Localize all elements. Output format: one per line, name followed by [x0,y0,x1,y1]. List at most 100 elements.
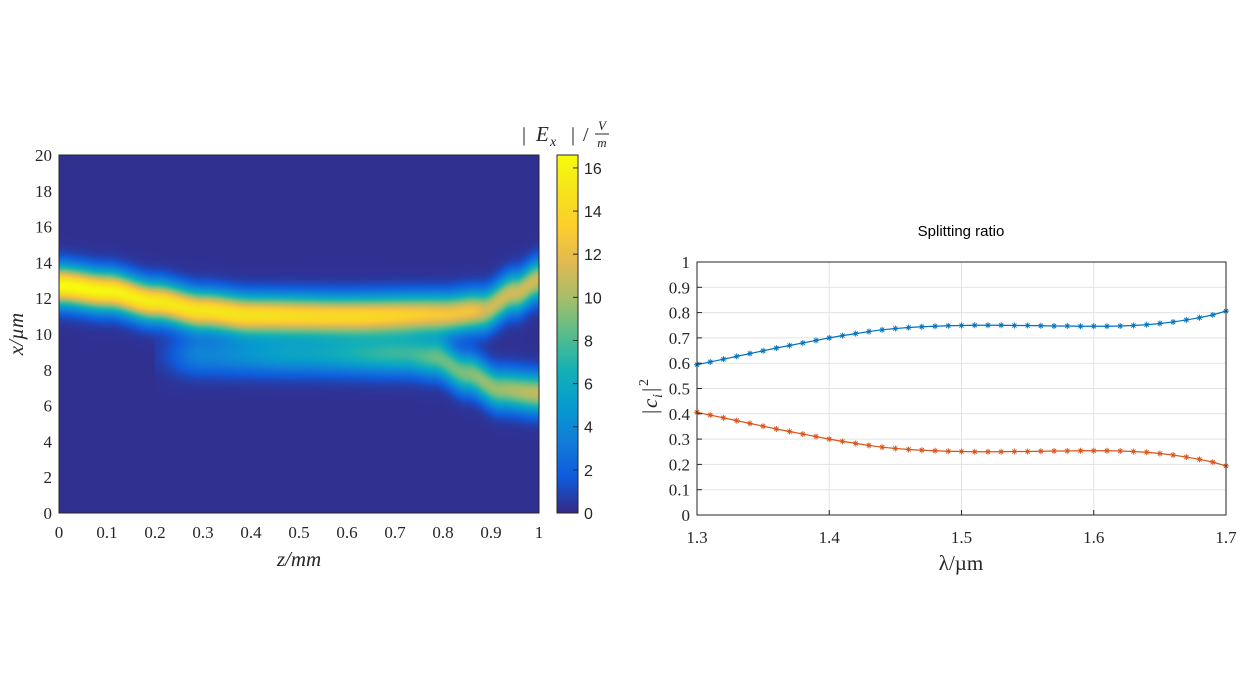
heatmap-y-tick-label: 8 [44,361,53,380]
ratio-series-point-1 [1024,322,1031,329]
ratio-series-point-1 [1183,316,1190,323]
ratio-series-point-2 [1143,449,1150,456]
ratio-series-point-2 [1064,447,1071,454]
ratio-y-axis-label: | c i | 2 [637,379,666,414]
ratio-x-ticks: 1.3 1.4 1.5 1.6 1.7 [686,510,1237,547]
ratio-series-point-2 [799,431,806,438]
ratio-y-tick-label: 0.7 [669,329,691,348]
ratio-series-point-2 [865,442,872,449]
ratio-series-point-1 [1143,321,1150,328]
colorbar-label-unit-numerator: V [598,118,608,133]
heatmap-y-tick-label: 4 [44,432,53,451]
ratio-series-point-2 [1209,459,1216,466]
ratio-series-point-2 [746,420,753,427]
heatmap-x-ticks: 0 0.1 0.2 0.3 0.4 0.5 0.6 0.7 0.8 0.9 1 [55,523,544,542]
ratio-series-point-2 [1051,447,1058,454]
ratio-y-tick-label: 0.8 [669,304,690,323]
colorbar-tick-label: 8 [584,333,593,350]
heatmap-x-tick-label: 0.4 [240,523,262,542]
heatmap-y-tick-label: 10 [35,325,52,344]
ratio-series-point-2 [1090,447,1097,454]
ratio-series-point-2 [1011,448,1018,455]
ratio-series-point-2 [1024,448,1031,455]
colorbar-label: | E x | / V m [522,118,609,150]
ratio-series-point-1 [773,345,780,352]
ratio-series-point-2 [786,428,793,435]
ratio-series-point-1 [1011,322,1018,329]
ratio-x-tick-label: 1.7 [1215,528,1237,547]
ratio-y-tick-label: 0 [682,506,691,525]
colorbar-tick-label: 2 [584,463,593,480]
colorbar-label-subscript: x [549,135,557,150]
ratio-series-point-2 [1103,447,1110,454]
ratio-series-point-1 [1064,323,1071,330]
colorbar-label-E: E [535,122,549,146]
heatmap-y-tick-label: 16 [35,218,52,237]
ratio-series-point-2 [707,412,714,419]
ratio-series-point-1 [852,330,859,337]
ratio-series-point-2 [1156,450,1163,457]
ratio-series-point-2 [1170,452,1177,459]
heatmap-x-tick-label: 0.6 [336,523,357,542]
ratio-series-point-1 [1130,322,1137,329]
heatmap-x-tick-label: 0.3 [192,523,213,542]
ratio-series-point-2 [958,448,965,455]
ratio-series-point-1 [945,322,952,329]
ratio-series-point-2 [760,423,767,430]
colorbar-label-slash: / [583,124,589,146]
ratio-series-point-1 [1077,323,1084,330]
field-intensity-heatmap [59,155,539,513]
colorbar-label-bar-right: | [571,124,575,146]
heatmap-y-tick-label: 2 [44,468,53,487]
colorbar-tick-label: 14 [584,204,602,221]
ratio-y-tick-label: 0.6 [669,354,690,373]
ratio-y-tick-label: 1 [682,253,691,272]
ratio-y-label-bar-right: | [638,388,662,392]
ratio-series-point-1 [786,342,793,349]
heatmap-y-tick-label: 6 [44,397,53,416]
ratio-series-point-2 [826,436,833,443]
ratio-y-label-bar-left: | [638,410,662,414]
ratio-series-point-1 [918,323,925,330]
ratio-series-point-1 [1156,320,1163,327]
ratio-series-point-1 [865,328,872,335]
colorbar-gradient [557,155,578,513]
colorbar-tick-label: 10 [584,290,602,307]
ratio-series-point-1 [892,325,899,332]
ratio-series-point-2 [852,440,859,447]
ratio-y-ticks: 0 0.1 0.2 0.3 0.4 0.5 0.6 0.7 0.8 0.9 1 [669,253,702,525]
ratio-series-point-2 [984,448,991,455]
ratio-series-point-1 [1037,322,1044,329]
ratio-series-point-1 [746,350,753,357]
ratio-series-point-2 [839,438,846,445]
ratio-series-point-2 [1037,448,1044,455]
colorbar-tick-label: 16 [584,161,602,178]
colorbar-tick-label: 4 [584,420,593,437]
ratio-series-point-2 [892,445,899,452]
ratio-series-point-1 [905,324,912,331]
ratio-y-tick-label: 0.9 [669,278,690,297]
ratio-y-tick-label: 0.2 [669,455,690,474]
ratio-series-point-2 [1196,456,1203,463]
ratio-series-point-1 [879,326,886,333]
ratio-x-tick-label: 1.3 [686,528,707,547]
heatmap-x-tick-label: 0.5 [288,523,309,542]
ratio-series-point-1 [1196,314,1203,321]
ratio-series [694,308,1229,469]
ratio-y-tick-label: 0.4 [669,405,691,424]
colorbar-tick-label: 12 [584,247,602,264]
ratio-series-point-1 [1103,323,1110,330]
ratio-series-point-2 [1183,454,1190,461]
heatmap-y-tick-label: 20 [35,146,52,165]
ratio-series-point-2 [773,425,780,432]
heatmap-axes-box [58,154,540,514]
ratio-series-point-2 [733,417,740,424]
heatmap-x-tick-label: 0 [55,523,64,542]
ratio-series-point-2 [813,433,820,440]
heatmap-x-axis-label: z/mm [276,547,321,571]
colorbar-tick-label: 6 [584,377,593,394]
ratio-series-point-1 [813,337,820,344]
heatmap-y-axis-label: x/µm [4,313,28,356]
heatmap-x-tick-label: 0.9 [480,523,501,542]
ratio-series-point-1 [1090,323,1097,330]
